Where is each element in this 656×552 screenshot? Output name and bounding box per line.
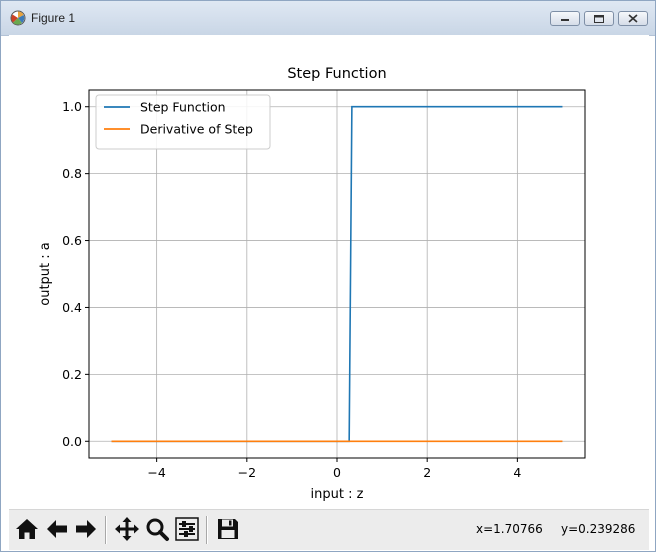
figure-canvas[interactable]: −4 −2 0 2 4 0.0 0.2 0.4 0.6 0.8 1.0 Step Function … xyxy=(9,35,649,509)
navigation-toolbar: x=1.70766 y=0.239286 xyxy=(9,509,649,550)
back-button[interactable] xyxy=(43,515,71,543)
matplotlib-app-icon xyxy=(10,10,26,26)
zoom-magnifier-icon xyxy=(146,518,169,541)
x-tick-label: 4 xyxy=(513,465,521,480)
subplots-configure-icon xyxy=(175,517,199,541)
save-button[interactable] xyxy=(214,515,242,543)
toolbar-separator xyxy=(105,516,107,544)
close-icon xyxy=(628,14,638,23)
chart-title: Step Function xyxy=(287,66,386,82)
maximize-icon xyxy=(594,15,604,23)
toolbar-separator xyxy=(206,516,208,544)
y-tick-label: 0.0 xyxy=(62,434,82,449)
legend-label: Step Function xyxy=(140,100,226,115)
pan-button[interactable] xyxy=(113,515,141,543)
y-tick-label: 0.8 xyxy=(62,166,82,181)
y-tick-label: 1.0 xyxy=(62,99,82,114)
legend-box xyxy=(95,94,271,150)
y-tick-label: 0.2 xyxy=(62,367,82,382)
x-axis-label: input : z xyxy=(311,487,364,502)
cursor-x-coordinate: x=1.70766 xyxy=(476,522,543,536)
forward-arrow-icon xyxy=(76,520,96,538)
x-tick-label: −4 xyxy=(147,465,165,480)
minimize-button[interactable] xyxy=(550,11,580,26)
legend: Step Function Derivative of Step xyxy=(95,94,271,150)
title-bar[interactable]: Figure 1 xyxy=(1,1,655,36)
y-tick-label: 0.6 xyxy=(62,233,82,248)
y-axis-label: output : a xyxy=(38,242,53,306)
x-tick-label: −2 xyxy=(238,465,256,480)
configure-subplots-button[interactable] xyxy=(173,515,201,543)
cursor-y-coordinate: y=0.239286 xyxy=(561,522,636,536)
save-floppy-icon xyxy=(218,519,238,539)
axis-ticks: −4 −2 0 2 4 0.0 0.2 0.4 0.6 0.8 1.0 xyxy=(62,99,521,480)
close-button[interactable] xyxy=(618,11,648,26)
zoom-button[interactable] xyxy=(143,515,171,543)
minimize-icon xyxy=(561,19,569,21)
plot-area: −4 −2 0 2 4 0.0 0.2 0.4 0.6 0.8 1.0 Step Function … xyxy=(38,66,586,502)
forward-button[interactable] xyxy=(72,515,100,543)
series-lines xyxy=(111,105,563,443)
x-tick-label: 2 xyxy=(423,465,431,480)
home-button[interactable] xyxy=(13,515,41,543)
y-tick-label: 0.4 xyxy=(62,300,82,315)
maximize-button[interactable] xyxy=(584,11,614,26)
home-icon xyxy=(16,519,38,539)
pan-move-icon xyxy=(115,517,139,541)
window-title: Figure 1 xyxy=(31,11,76,25)
legend-label: Derivative of Step xyxy=(140,122,253,137)
back-arrow-icon xyxy=(47,520,67,538)
x-tick-label: 0 xyxy=(333,465,341,480)
